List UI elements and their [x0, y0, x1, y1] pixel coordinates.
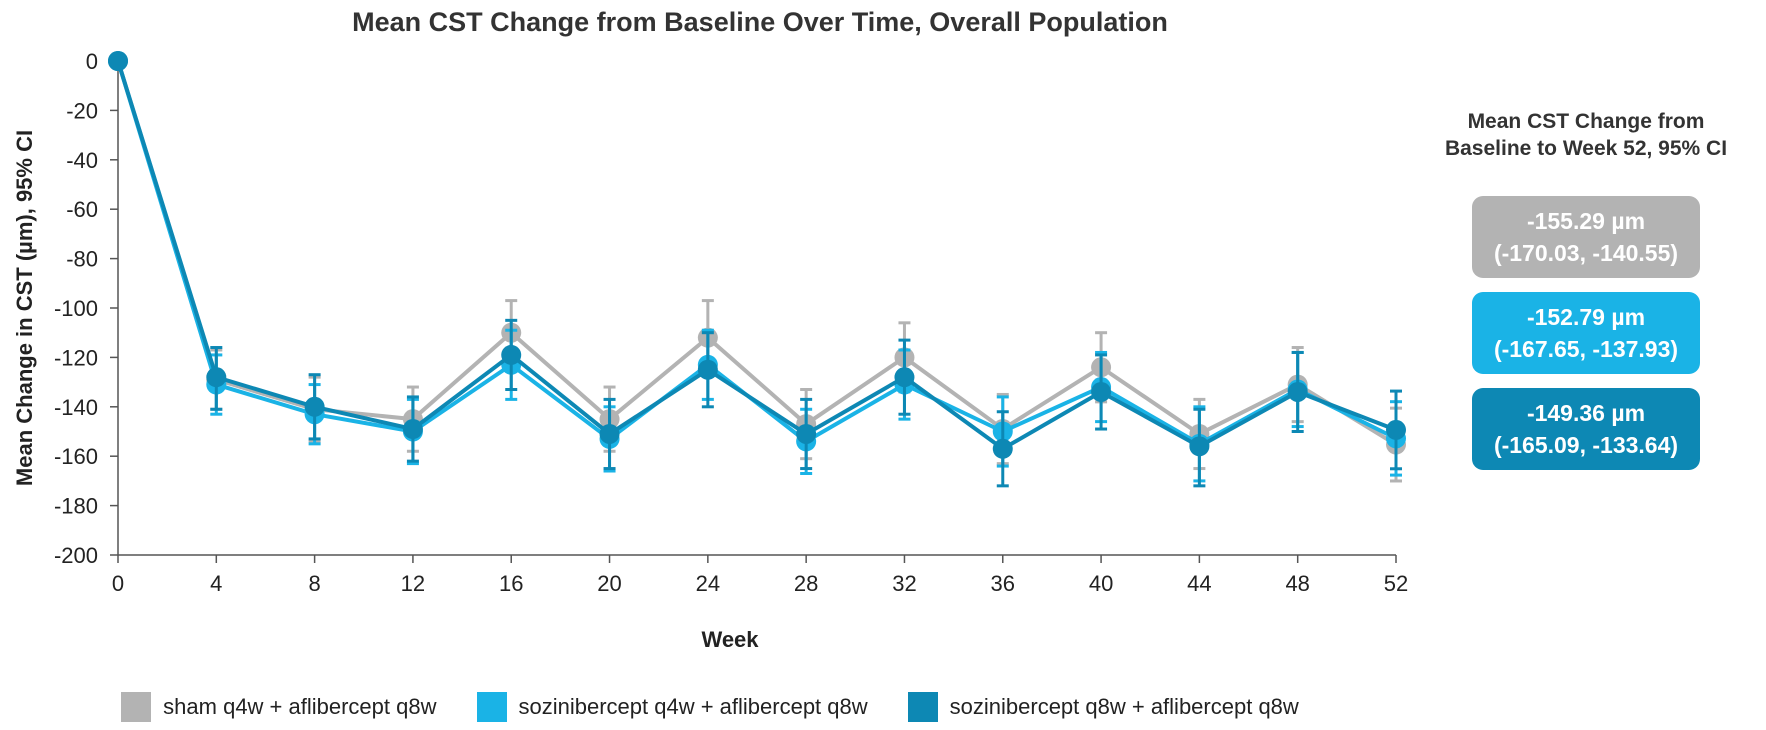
- legend-item-sozinibercept-q4w: sozinibercept q4w + aflibercept q8w: [476, 692, 868, 722]
- data-point: [796, 423, 817, 444]
- x-tick-label: 48: [1285, 571, 1309, 596]
- y-tick-label: -20: [66, 98, 98, 123]
- x-tick-label: 32: [892, 571, 916, 596]
- data-point: [1091, 381, 1112, 402]
- series-line: [116, 60, 1398, 447]
- y-tick-label: -160: [54, 444, 98, 469]
- summary-box-sozinibercept-q8w: -149.36 µm (-165.09, -133.64): [1472, 388, 1700, 470]
- summary-ci-sozinibercept-q4w: (-167.65, -137.93): [1493, 336, 1679, 362]
- x-tick-label: 12: [401, 571, 425, 596]
- x-tick-label: 28: [794, 571, 818, 596]
- data-point: [1189, 436, 1210, 457]
- data-point: [206, 367, 227, 388]
- series-2: [108, 51, 1406, 483]
- week52-summary-panel: Mean CST Change from Baseline to Week 52…: [1416, 108, 1756, 470]
- summary-value-sozinibercept-q8w: -149.36 µm: [1526, 400, 1646, 426]
- y-tick-label: -100: [54, 296, 98, 321]
- x-tick-label: 4: [210, 571, 222, 596]
- x-tick-label: 36: [991, 571, 1015, 596]
- chart: Mean CST Change from Baseline Over Time,…: [12, 7, 1408, 652]
- y-tick-label: -60: [66, 197, 98, 222]
- summary-title-line2: Baseline to Week 52, 95% CI: [1444, 137, 1728, 160]
- y-tick-label: -80: [66, 247, 98, 272]
- legend: sham q4w + aflibercept q8w sozinibercept…: [0, 692, 1420, 722]
- data-point: [599, 423, 620, 444]
- x-tick-label: 20: [597, 571, 621, 596]
- legend-swatch-sozinibercept-q8w: [907, 692, 938, 722]
- data-point: [501, 344, 522, 365]
- y-tick-label: -200: [54, 543, 98, 568]
- summary-ci-sozinibercept-q8w: (-165.09, -133.64): [1493, 432, 1679, 458]
- legend-label-sham: sham q4w + aflibercept q8w: [163, 694, 437, 719]
- summary-ci-sham: (-170.03, -140.55): [1493, 240, 1679, 266]
- summary-box-sham: -155.29 µm (-170.03, -140.55): [1472, 196, 1700, 278]
- data-point: [894, 367, 915, 388]
- legend-swatch-sozinibercept-q4w: [476, 692, 507, 722]
- summary-value-sozinibercept-q4w: -152.79 µm: [1526, 304, 1646, 330]
- data-point: [1287, 381, 1308, 402]
- y-tick-label: -140: [54, 395, 98, 420]
- x-tick-label: 52: [1384, 571, 1408, 596]
- summary-box-sozinibercept-q4w: -152.79 µm (-167.65, -137.93): [1472, 292, 1700, 374]
- series-1: [108, 51, 1406, 483]
- x-tick-label: 16: [499, 571, 523, 596]
- data-point: [304, 396, 325, 417]
- x-tick-label: 40: [1089, 571, 1113, 596]
- legend-swatch-sham: [121, 692, 152, 722]
- y-tick-label: -180: [54, 494, 98, 519]
- x-tick-label: 0: [112, 571, 124, 596]
- legend-item-sozinibercept-q8w: sozinibercept q8w + aflibercept q8w: [907, 692, 1299, 722]
- summary-value-sham: -155.29 µm: [1526, 208, 1646, 234]
- summary-title-line1: Mean CST Change from: [1467, 110, 1705, 133]
- series-line: [116, 60, 1397, 451]
- y-tick-label: -120: [54, 345, 98, 370]
- summary-title: Mean CST Change from Baseline to Week 52…: [1416, 108, 1756, 162]
- data-point: [108, 51, 128, 71]
- chart-title: Mean CST Change from Baseline Over Time,…: [352, 7, 1168, 37]
- data-point: [697, 359, 718, 380]
- series-3: [108, 51, 1406, 488]
- x-axis-title: Week: [701, 627, 759, 652]
- legend-item-sham: sham q4w + aflibercept q8w: [121, 692, 437, 722]
- data-point: [402, 419, 423, 440]
- data-point: [992, 438, 1013, 459]
- y-tick-label: 0: [86, 49, 98, 74]
- legend-label-sozinibercept-q4w: sozinibercept q4w + aflibercept q8w: [518, 694, 868, 719]
- x-tick-label: 8: [308, 571, 320, 596]
- series-line: [116, 60, 1397, 446]
- y-tick-label: -40: [66, 148, 98, 173]
- x-tick-label: 44: [1187, 571, 1211, 596]
- legend-label-sozinibercept-q8w: sozinibercept q8w + aflibercept q8w: [949, 694, 1299, 719]
- x-tick-label: 24: [696, 571, 720, 596]
- data-point: [1386, 419, 1406, 440]
- y-axis-title: Mean Change in CST (µm), 95% CI: [12, 130, 37, 486]
